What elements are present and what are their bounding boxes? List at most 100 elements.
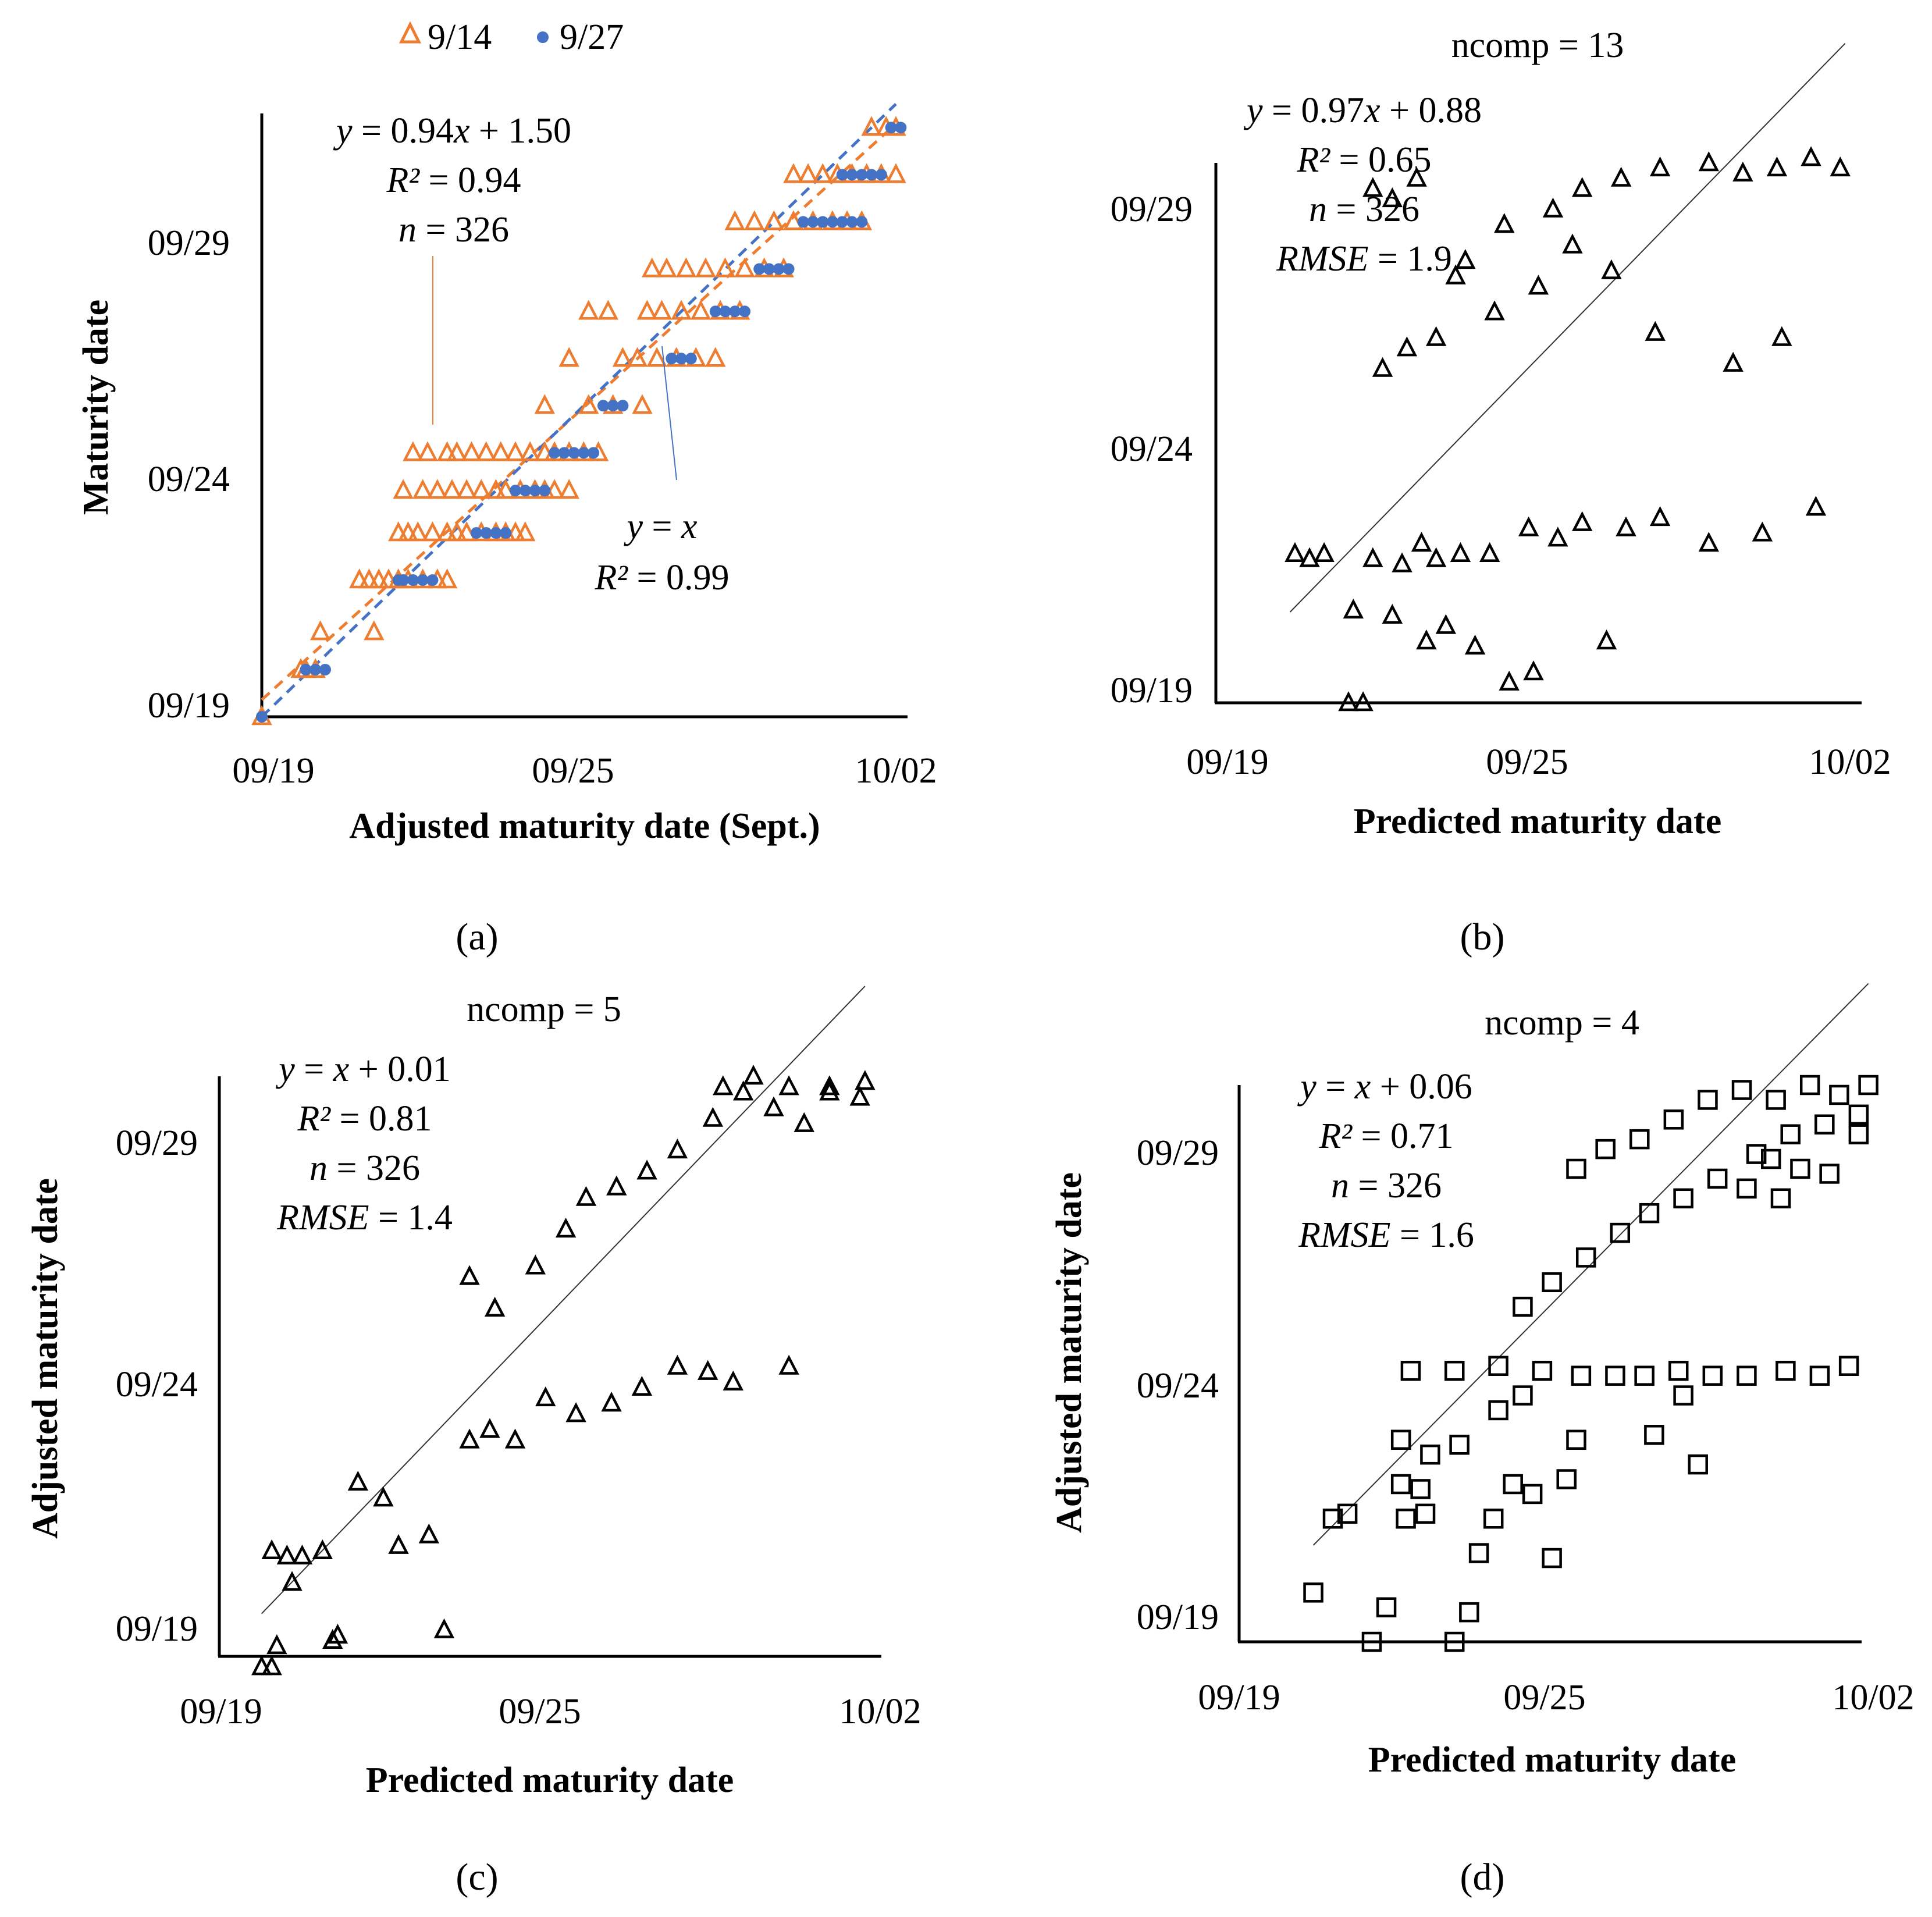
data-point bbox=[388, 1534, 409, 1554]
data-point bbox=[459, 1265, 480, 1285]
data-point bbox=[446, 441, 468, 461]
regression-annotation-9-27: y = x R² = 0.99 bbox=[595, 507, 730, 597]
data-point bbox=[773, 263, 785, 275]
data-point bbox=[327, 1623, 348, 1644]
data-point bbox=[1322, 1509, 1343, 1529]
data-point bbox=[1616, 516, 1636, 536]
y-tick-labels-a: 09/19 09/24 09/29 bbox=[148, 223, 230, 725]
data-point bbox=[1737, 1178, 1757, 1199]
data-point bbox=[739, 305, 751, 318]
x-tick-label: 09/25 bbox=[1503, 1678, 1585, 1717]
data-point bbox=[1513, 1385, 1533, 1406]
chart-title-d: ncomp = 4 bbox=[1485, 1003, 1639, 1043]
scatter-points-d bbox=[1303, 1075, 1878, 1652]
data-point bbox=[322, 1628, 343, 1649]
data-point bbox=[558, 347, 579, 367]
data-point bbox=[261, 1655, 282, 1676]
data-point bbox=[671, 300, 692, 320]
data-point bbox=[534, 394, 556, 414]
data-point bbox=[656, 257, 677, 278]
data-point bbox=[1503, 1474, 1523, 1495]
data-point bbox=[753, 263, 766, 275]
data-point bbox=[461, 441, 482, 461]
data-point bbox=[817, 216, 829, 228]
data-point bbox=[282, 1571, 303, 1591]
x-tick-labels-b: 09/19 09/25 10/02 bbox=[1186, 742, 1891, 782]
data-point bbox=[601, 1392, 622, 1412]
data-point bbox=[1809, 1365, 1830, 1386]
data-point bbox=[646, 347, 667, 367]
data-point bbox=[1737, 1365, 1757, 1386]
data-point bbox=[1488, 1400, 1508, 1421]
data-point bbox=[709, 305, 721, 318]
x-tick-label: 09/19 bbox=[1186, 742, 1268, 782]
annotation-line: n = 326 bbox=[309, 1148, 420, 1188]
data-point bbox=[588, 447, 600, 459]
data-point bbox=[846, 169, 858, 181]
data-point bbox=[732, 1080, 754, 1101]
x-tick-label: 09/25 bbox=[499, 1692, 581, 1731]
data-point bbox=[555, 1217, 577, 1238]
data-point bbox=[515, 521, 536, 542]
fit-line-c bbox=[261, 986, 866, 1614]
y-axis-title-a: Maturity date bbox=[76, 300, 116, 515]
data-point bbox=[827, 216, 838, 228]
x-tick-labels-d: 09/19 09/25 10/02 bbox=[1198, 1678, 1914, 1717]
data-point bbox=[695, 257, 716, 278]
annotation-line: y = x + 0.06 bbox=[1297, 1067, 1472, 1107]
data-point bbox=[1663, 1109, 1684, 1130]
data-point bbox=[713, 1075, 734, 1096]
y-tick-label: 09/24 bbox=[1137, 1366, 1219, 1406]
data-point bbox=[734, 257, 755, 278]
data-point bbox=[836, 216, 848, 228]
legend-label-9-14: 9/14 bbox=[428, 17, 492, 57]
scatter-points-b bbox=[1285, 146, 1851, 712]
annotation-line: RMSE = 1.9 bbox=[1276, 239, 1452, 279]
data-point bbox=[1494, 213, 1515, 233]
x-axis-title-b: Predicted maturity date bbox=[1354, 802, 1721, 841]
data-point bbox=[1746, 1144, 1767, 1164]
data-point bbox=[1484, 300, 1505, 321]
x-tick-label: 10/02 bbox=[839, 1692, 921, 1731]
data-point bbox=[1547, 527, 1568, 547]
scatter-points-a bbox=[251, 116, 907, 725]
data-point bbox=[484, 1296, 506, 1317]
data-point bbox=[1343, 599, 1364, 619]
caption-b: (b) bbox=[1460, 916, 1505, 958]
data-point bbox=[261, 1539, 282, 1559]
data-point bbox=[1435, 614, 1457, 634]
caption-c: (c) bbox=[456, 1856, 498, 1898]
data-point bbox=[1361, 1631, 1382, 1652]
data-point bbox=[1513, 1296, 1533, 1317]
data-point bbox=[1410, 1479, 1431, 1499]
legend-circle-marker-blue bbox=[537, 31, 549, 43]
data-point bbox=[1770, 1188, 1791, 1209]
x-tick-label: 09/25 bbox=[532, 751, 614, 791]
data-point bbox=[1420, 1444, 1440, 1465]
data-point bbox=[373, 1486, 394, 1507]
annotation-line: y = x + 0.01 bbox=[275, 1050, 451, 1089]
data-point bbox=[631, 1375, 653, 1396]
annotation-line: R² = 0.99 bbox=[595, 558, 730, 597]
legend-a: 9/14 9/27 bbox=[399, 17, 624, 57]
data-point bbox=[1688, 1454, 1708, 1475]
annotation-line: R² = 0.71 bbox=[1319, 1116, 1454, 1156]
data-point bbox=[500, 527, 512, 539]
x-tick-label: 10/02 bbox=[1832, 1678, 1914, 1717]
annotation-line: R² = 0.65 bbox=[1297, 140, 1432, 180]
data-point bbox=[1479, 542, 1500, 562]
data-point bbox=[895, 122, 907, 134]
data-point bbox=[442, 479, 462, 499]
data-point bbox=[291, 1544, 313, 1565]
y-tick-labels-c: 09/19 09/24 09/29 bbox=[116, 1123, 198, 1649]
data-point bbox=[636, 300, 658, 320]
data-point bbox=[1596, 629, 1617, 650]
data-point bbox=[1338, 691, 1359, 712]
data-point bbox=[505, 441, 526, 461]
annotation-line: RMSE = 1.6 bbox=[1298, 1215, 1474, 1255]
data-point bbox=[403, 441, 424, 461]
caption-d: (d) bbox=[1460, 1856, 1505, 1898]
data-point bbox=[690, 300, 711, 320]
data-point bbox=[1707, 1168, 1728, 1189]
